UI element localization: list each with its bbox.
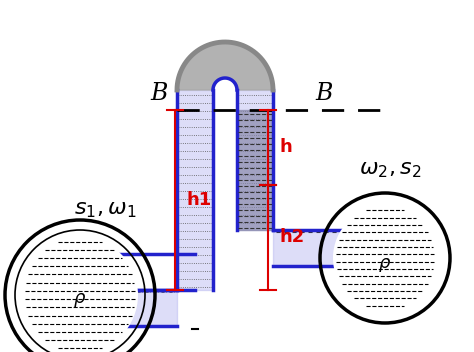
Circle shape	[22, 237, 138, 352]
Text: $\rho$: $\rho$	[378, 256, 392, 274]
Text: $\rho$: $\rho$	[73, 291, 87, 309]
Text: $\mathit{s}_1, \omega_1$: $\mathit{s}_1, \omega_1$	[74, 200, 136, 220]
Text: $\omega_2, \mathit{s}_2$: $\omega_2, \mathit{s}_2$	[359, 160, 421, 180]
Text: h2: h2	[280, 228, 305, 246]
Circle shape	[333, 206, 437, 310]
Text: h1: h1	[187, 191, 212, 209]
Polygon shape	[177, 42, 273, 90]
Text: B: B	[151, 82, 168, 105]
Text: h: h	[280, 138, 293, 157]
Text: B: B	[315, 82, 332, 105]
